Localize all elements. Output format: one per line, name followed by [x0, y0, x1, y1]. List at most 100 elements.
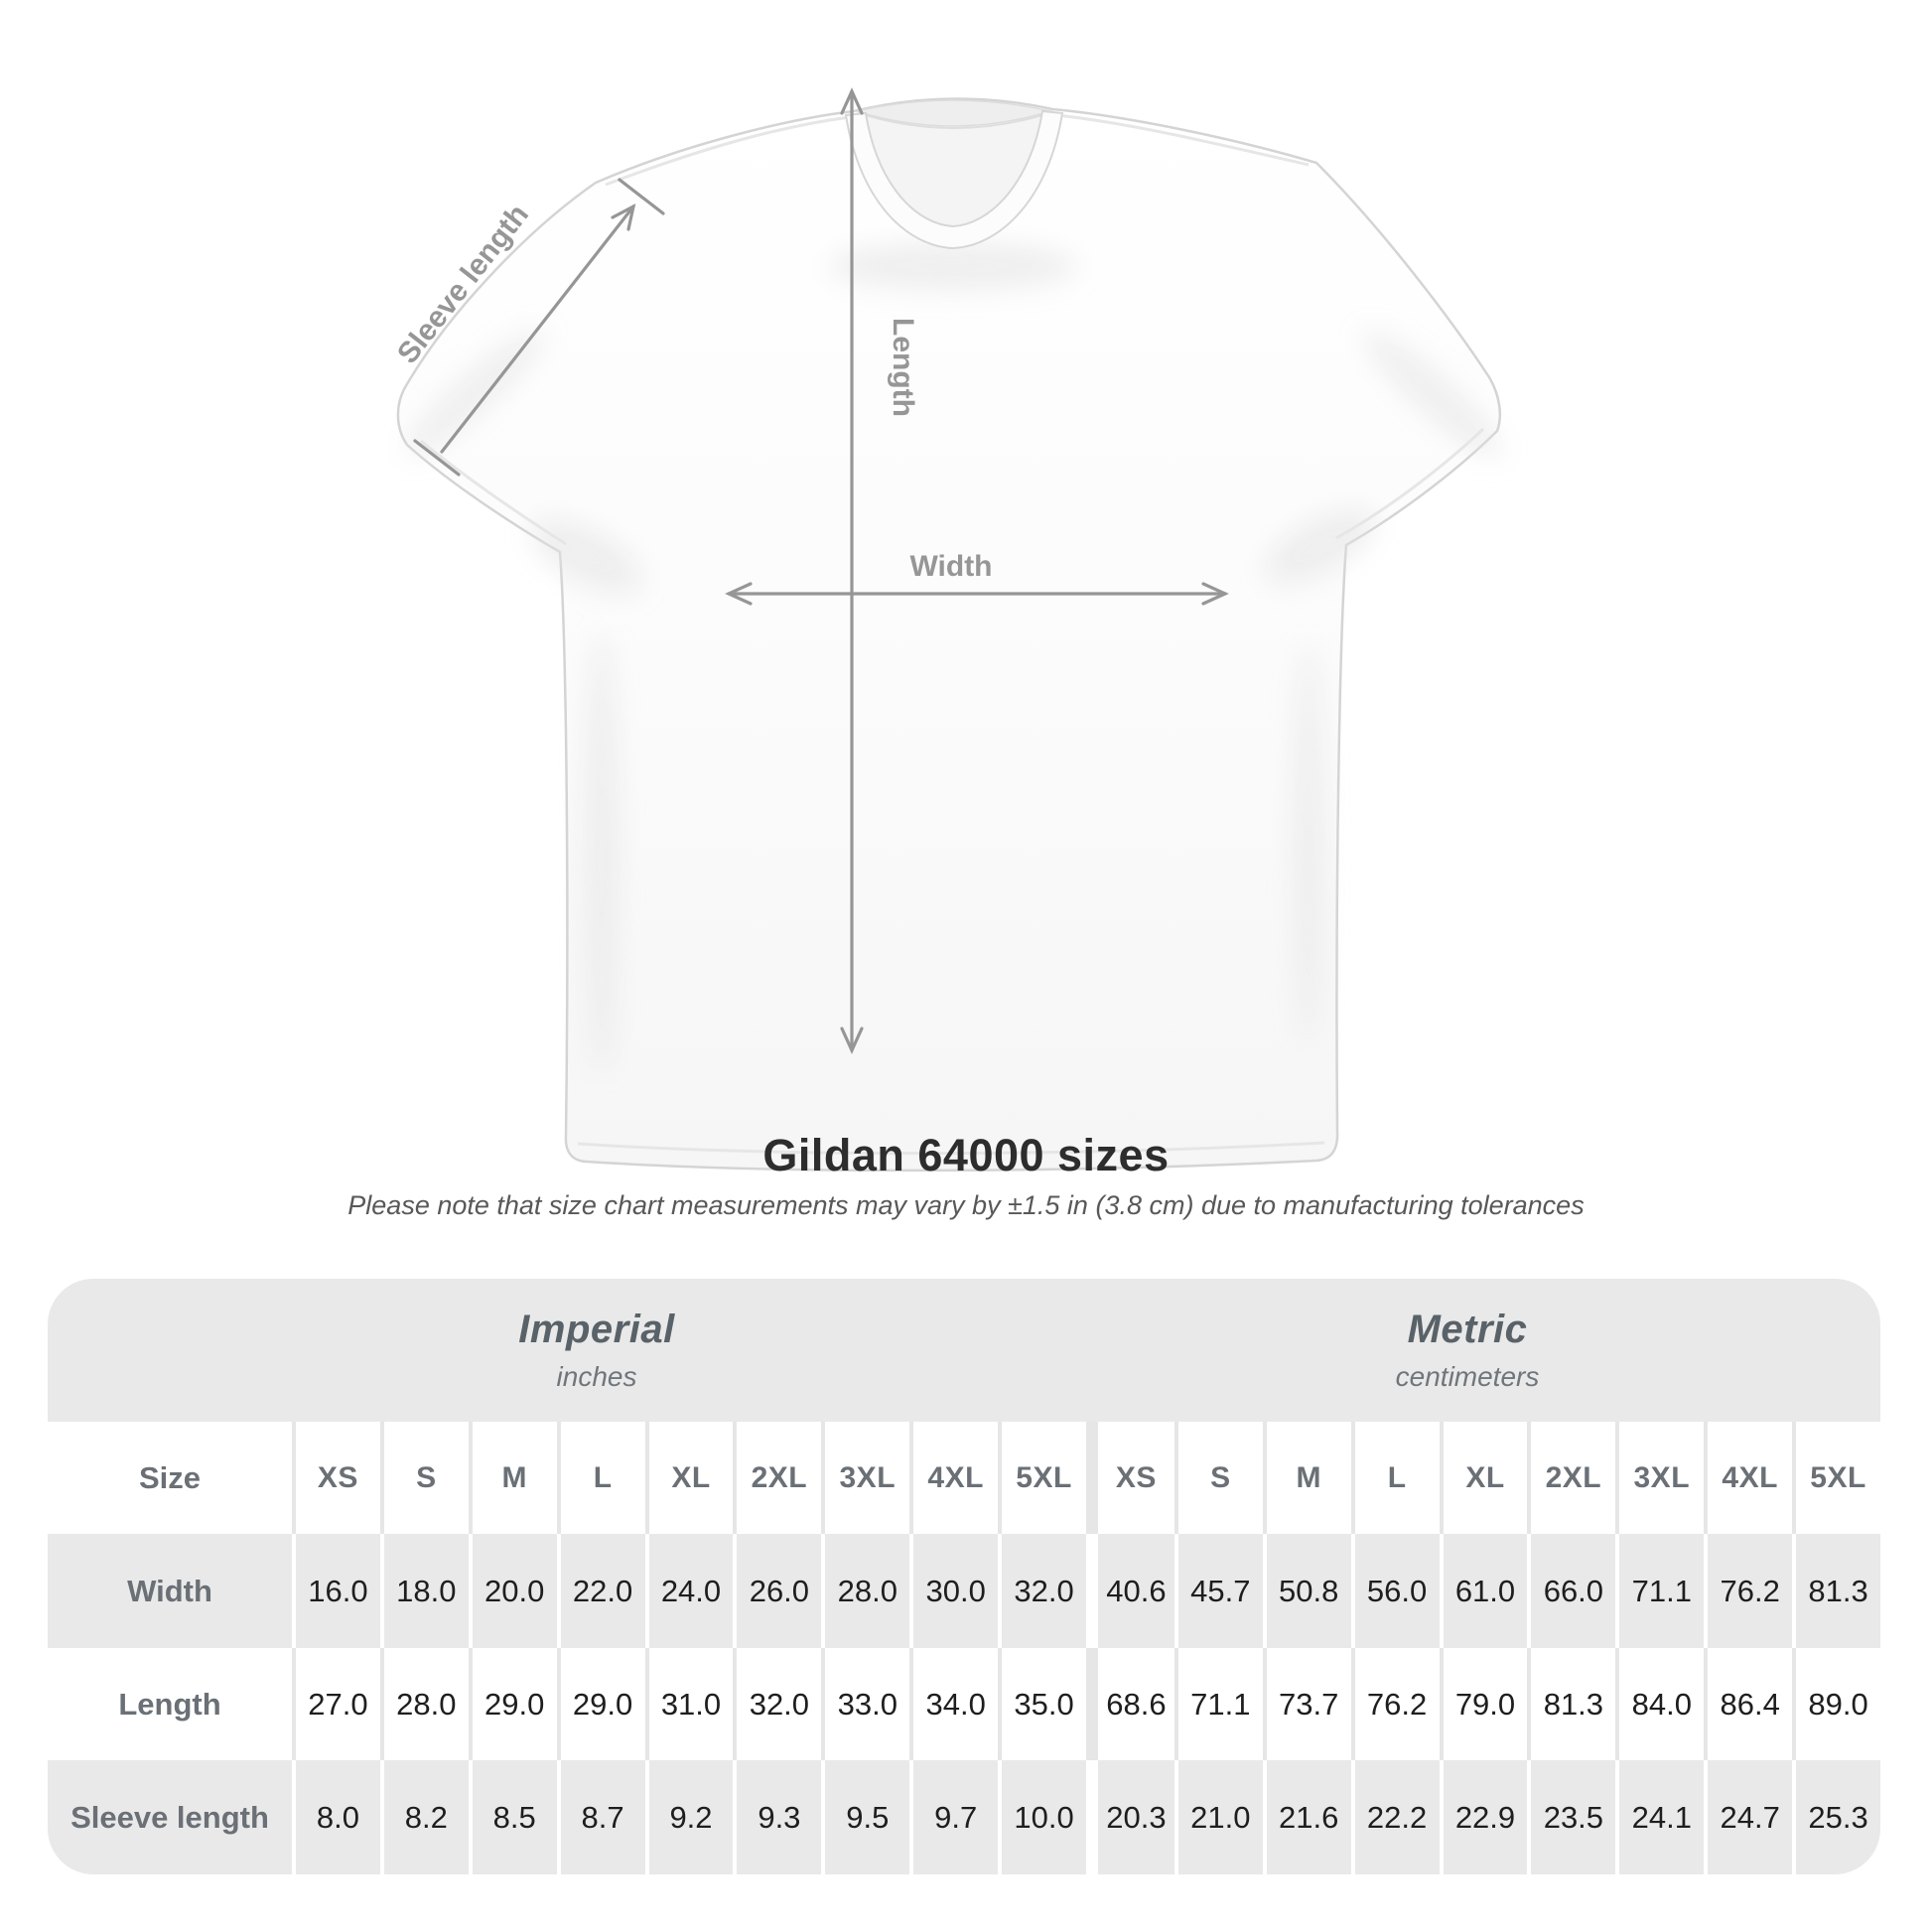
value-cell: 71.1: [1615, 1534, 1704, 1648]
size-cell: 5XL: [1792, 1422, 1880, 1534]
size-cell: 5XL: [998, 1422, 1086, 1534]
size-cell: XS: [292, 1422, 380, 1534]
value-cell: 56.0: [1350, 1534, 1440, 1648]
value-cell: 9.7: [909, 1760, 998, 1874]
value-cell: 76.2: [1350, 1648, 1440, 1760]
value-cell: 32.0: [733, 1648, 821, 1760]
value-cell: 26.0: [733, 1534, 821, 1648]
value-cell: 84.0: [1615, 1648, 1704, 1760]
arrowhead-down-icon: [840, 1027, 864, 1054]
width-row: Width 16.0 18.0 20.0 22.0 24.0 26.0 28.0…: [48, 1534, 1880, 1648]
value-cell: 28.0: [821, 1534, 909, 1648]
fabric-shading: [405, 242, 1503, 1072]
arrowhead-right-icon: [1201, 582, 1229, 606]
value-cell: 30.0: [909, 1534, 998, 1648]
value-cell: 27.0: [292, 1648, 380, 1760]
value-cell: 9.5: [821, 1760, 909, 1874]
value-cell: 24.1: [1615, 1760, 1704, 1874]
metric-unit: centimeters: [1395, 1361, 1540, 1392]
value-cell: 8.7: [556, 1760, 645, 1874]
value-cell: 16.0: [292, 1534, 380, 1648]
value-cell: 45.7: [1173, 1534, 1263, 1648]
value-cell: 89.0: [1792, 1648, 1880, 1760]
value-cell: 29.0: [556, 1648, 645, 1760]
collar-band: [844, 109, 1064, 250]
length-row: Length 27.0 28.0 29.0 29.0 31.0 32.0 33.…: [48, 1648, 1880, 1760]
value-cell: 71.1: [1173, 1648, 1263, 1760]
value-cell: 68.6: [1085, 1648, 1174, 1760]
value-cell: 50.8: [1262, 1534, 1351, 1648]
size-chart-table: Imperial inches Metric centimeters Size …: [48, 1279, 1880, 1874]
value-cell: 81.3: [1792, 1534, 1880, 1648]
size-header-row: Size XS S M L XL 2XL 3XL 4XL 5XL XS S M …: [48, 1422, 1880, 1534]
arrowhead-up-right-icon: [611, 203, 636, 231]
row-label: Length: [118, 1686, 221, 1722]
size-cell: S: [379, 1422, 469, 1534]
value-cell: 33.0: [821, 1648, 909, 1760]
tshirt-graphic: [396, 97, 1503, 1173]
size-cell: S: [1173, 1422, 1263, 1534]
size-cell: 4XL: [909, 1422, 998, 1534]
value-cell: 29.0: [468, 1648, 557, 1760]
size-cell: M: [1262, 1422, 1351, 1534]
value-cell: 66.0: [1527, 1534, 1615, 1648]
sleeve-length-row: Sleeve length 8.0 8.2 8.5 8.7 9.2 9.3 9.…: [48, 1760, 1880, 1874]
size-cell: 2XL: [1527, 1422, 1615, 1534]
size-cell: XS: [1085, 1422, 1174, 1534]
value-cell: 24.0: [644, 1534, 734, 1648]
imperial-title: Imperial: [518, 1308, 675, 1351]
value-cell: 28.0: [379, 1648, 469, 1760]
value-cell: 81.3: [1527, 1648, 1615, 1760]
value-cell: 22.9: [1439, 1760, 1528, 1874]
imperial-header-group: Imperial inches: [518, 1308, 674, 1393]
size-cell: XL: [644, 1422, 734, 1534]
size-cell: 3XL: [821, 1422, 909, 1534]
row-label: Width: [127, 1573, 212, 1608]
imperial-unit: inches: [556, 1361, 637, 1392]
size-column-header: Size: [138, 1459, 202, 1495]
value-cell: 21.0: [1173, 1760, 1263, 1874]
page-title: Gildan 64000 sizes: [762, 1130, 1170, 1180]
value-cell: 35.0: [998, 1648, 1086, 1760]
tshirt-diagram: Sleeve length Length Width: [391, 87, 1503, 1173]
length-label: Length: [887, 318, 919, 417]
width-annotation: [725, 582, 1229, 606]
size-cell: M: [468, 1422, 557, 1534]
value-cell: 34.0: [909, 1648, 998, 1760]
value-cell: 8.5: [468, 1760, 557, 1874]
value-cell: 22.2: [1350, 1760, 1440, 1874]
value-cell: 86.4: [1704, 1648, 1792, 1760]
value-cell: 18.0: [379, 1534, 469, 1648]
sleeve-length-annotation: [413, 178, 665, 477]
value-cell: 40.6: [1085, 1534, 1174, 1648]
value-cell: 23.5: [1527, 1760, 1615, 1874]
unit-header-band: Imperial inches Metric centimeters: [48, 1279, 1880, 1422]
seam-lines: [420, 113, 1485, 1156]
length-annotation: [840, 87, 864, 1054]
size-cell: XL: [1439, 1422, 1528, 1534]
value-cell: 24.7: [1704, 1760, 1792, 1874]
value-cell: 20.3: [1085, 1760, 1174, 1874]
value-cell: 21.6: [1262, 1760, 1351, 1874]
value-cell: 8.0: [292, 1760, 380, 1874]
size-cell: L: [556, 1422, 645, 1534]
size-cell: 2XL: [733, 1422, 821, 1534]
row-label: Sleeve length: [70, 1799, 269, 1835]
arrowhead-left-icon: [725, 582, 753, 606]
tolerance-note: Please note that size chart measurements…: [347, 1190, 1585, 1220]
value-cell: 8.2: [379, 1760, 469, 1874]
value-cell: 20.0: [468, 1534, 557, 1648]
size-cell: L: [1350, 1422, 1440, 1534]
size-cell: 3XL: [1615, 1422, 1704, 1534]
value-cell: 32.0: [998, 1534, 1086, 1648]
value-cell: 9.3: [733, 1760, 821, 1874]
tshirt-image: Sleeve length Length Width: [391, 87, 1503, 1173]
size-cell: 4XL: [1704, 1422, 1792, 1534]
value-cell: 31.0: [644, 1648, 734, 1760]
metric-title: Metric: [1407, 1308, 1528, 1351]
value-cell: 9.2: [644, 1760, 734, 1874]
width-label: Width: [909, 550, 992, 583]
value-cell: 10.0: [998, 1760, 1086, 1874]
value-cell: 79.0: [1439, 1648, 1528, 1760]
